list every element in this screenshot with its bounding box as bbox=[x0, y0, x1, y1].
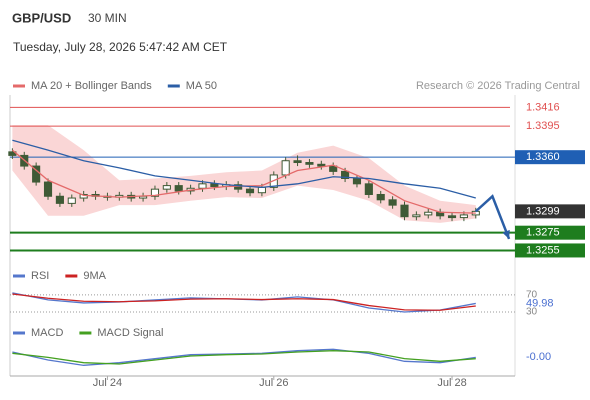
indicator-line bbox=[12, 350, 476, 365]
candle-body bbox=[198, 183, 207, 189]
candle-body bbox=[459, 214, 468, 219]
forecast-arrow bbox=[474, 194, 511, 240]
level-box bbox=[515, 150, 585, 165]
forecast-arrowhead bbox=[502, 229, 510, 239]
candle-body bbox=[364, 183, 373, 195]
candle-body bbox=[388, 199, 397, 206]
source: Research © 2026 Trading Central bbox=[416, 80, 580, 92]
legend-label: 9MA bbox=[83, 270, 106, 282]
y-tick-label: 30 bbox=[526, 307, 538, 318]
candle-body bbox=[245, 188, 255, 194]
level-box bbox=[515, 225, 585, 240]
legend-label: MACD Signal bbox=[97, 327, 163, 339]
candle-body bbox=[67, 197, 76, 204]
candle-body bbox=[447, 215, 457, 219]
level-label: 1.3299 bbox=[526, 205, 560, 217]
symbol: GBP/USD bbox=[12, 10, 71, 25]
x-tick-label: Jul 28 bbox=[437, 377, 466, 389]
x-tick-label: Jul 24 bbox=[93, 377, 122, 389]
indicator-line bbox=[12, 293, 476, 311]
candle-body bbox=[43, 181, 53, 197]
candle-body bbox=[352, 178, 362, 185]
legend-label: MA 50 bbox=[186, 80, 217, 92]
indicator-line bbox=[12, 348, 476, 366]
legend-label: RSI bbox=[31, 270, 49, 282]
candle-body bbox=[55, 195, 64, 204]
level-label: 1.3275 bbox=[526, 227, 560, 239]
candle-body bbox=[424, 211, 433, 216]
candle-body bbox=[341, 170, 350, 179]
timestamp: Tuesday, July 28, 2026 5:47:42 AM CET bbox=[13, 40, 228, 54]
level-label: 1.3360 bbox=[526, 151, 560, 163]
candle-body bbox=[400, 204, 409, 218]
candle-body bbox=[329, 165, 338, 172]
candle-body bbox=[79, 193, 88, 199]
candle-body bbox=[174, 185, 183, 192]
candle-body bbox=[317, 163, 326, 167]
level-box bbox=[515, 204, 585, 219]
current-value: -0.00 bbox=[526, 351, 551, 363]
candle-body bbox=[412, 214, 421, 218]
candle-body bbox=[210, 183, 219, 187]
candle-body bbox=[257, 186, 266, 194]
candle-body bbox=[376, 193, 385, 201]
candle-body bbox=[293, 160, 302, 164]
legend-label: MACD bbox=[31, 327, 63, 339]
level-label: 1.3395 bbox=[526, 120, 560, 132]
level-box bbox=[515, 243, 585, 258]
level-label: 1.3416 bbox=[526, 101, 560, 113]
candle-body bbox=[234, 184, 243, 190]
current-value: 49.98 bbox=[526, 297, 554, 309]
level-label: 1.3255 bbox=[526, 244, 560, 256]
legend-label: MA 20 + Bollinger Bands bbox=[31, 80, 152, 92]
candle-body bbox=[305, 162, 314, 165]
candle-body bbox=[150, 188, 160, 197]
interval: 30 MIN bbox=[88, 11, 127, 25]
candle-body bbox=[281, 160, 290, 176]
ma-line bbox=[12, 139, 476, 199]
candle-body bbox=[162, 185, 171, 190]
y-tick-label: 70 bbox=[526, 289, 538, 300]
x-tick-label: Jul 26 bbox=[259, 377, 288, 389]
